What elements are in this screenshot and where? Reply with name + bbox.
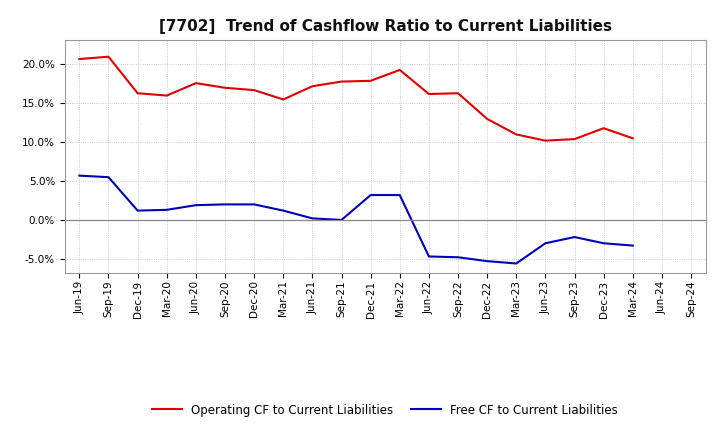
Free CF to Current Liabilities [454,255,462,260]
Free CF to Current Liabilities [308,216,317,221]
Free CF to Current Liabilities [366,192,375,198]
Operating CF to Current Liabilities [220,85,229,91]
Free CF to Current Liabilities [337,217,346,223]
Free CF to Current Liabilities [541,241,550,246]
Operating CF to Current Liabilities [366,78,375,84]
Operating CF to Current Liabilities [75,56,84,62]
Operating CF to Current Liabilities [192,81,200,86]
Free CF to Current Liabilities [75,173,84,178]
Free CF to Current Liabilities [250,202,258,207]
Free CF to Current Liabilities [425,254,433,259]
Free CF to Current Liabilities [570,235,579,240]
Operating CF to Current Liabilities [133,91,142,96]
Operating CF to Current Liabilities [454,91,462,96]
Legend: Operating CF to Current Liabilities, Free CF to Current Liabilities: Operating CF to Current Liabilities, Fre… [149,400,621,420]
Operating CF to Current Liabilities [541,138,550,143]
Line: Free CF to Current Liabilities: Free CF to Current Liabilities [79,176,633,264]
Free CF to Current Liabilities [483,258,492,264]
Title: [7702]  Trend of Cashflow Ratio to Current Liabilities: [7702] Trend of Cashflow Ratio to Curren… [158,19,612,34]
Operating CF to Current Liabilities [395,67,404,73]
Operating CF to Current Liabilities [599,125,608,131]
Operating CF to Current Liabilities [512,132,521,137]
Operating CF to Current Liabilities [163,93,171,98]
Operating CF to Current Liabilities [104,54,113,59]
Free CF to Current Liabilities [133,208,142,213]
Operating CF to Current Liabilities [279,97,287,102]
Free CF to Current Liabilities [104,175,113,180]
Free CF to Current Liabilities [220,202,229,207]
Operating CF to Current Liabilities [483,116,492,121]
Operating CF to Current Liabilities [250,88,258,93]
Free CF to Current Liabilities [279,208,287,213]
Free CF to Current Liabilities [395,192,404,198]
Operating CF to Current Liabilities [425,92,433,97]
Free CF to Current Liabilities [512,261,521,266]
Free CF to Current Liabilities [163,207,171,213]
Free CF to Current Liabilities [629,243,637,248]
Operating CF to Current Liabilities [570,136,579,142]
Operating CF to Current Liabilities [337,79,346,84]
Free CF to Current Liabilities [192,202,200,208]
Operating CF to Current Liabilities [308,84,317,89]
Line: Operating CF to Current Liabilities: Operating CF to Current Liabilities [79,57,633,141]
Free CF to Current Liabilities [599,241,608,246]
Operating CF to Current Liabilities [629,136,637,141]
